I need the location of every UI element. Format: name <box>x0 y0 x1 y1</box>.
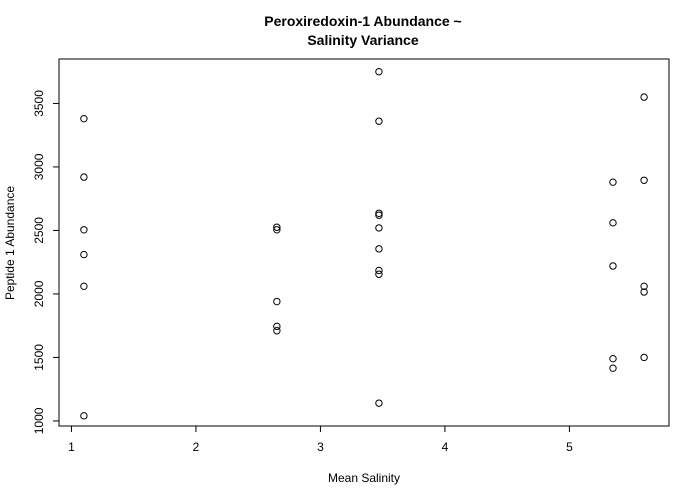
data-point <box>375 117 383 125</box>
x-axis: 1 2 3 4 5 <box>68 426 573 454</box>
chart-title-line-1: Peroxiredoxin-1 Abundance ~ <box>264 13 461 29</box>
data-point <box>273 297 281 306</box>
data-point <box>80 250 88 259</box>
data-point <box>375 209 383 217</box>
y-tick-label: 3000 <box>32 153 46 180</box>
data-point <box>80 226 88 234</box>
data-point <box>609 262 617 270</box>
data-point <box>375 67 383 76</box>
plot-frame <box>58 58 670 427</box>
y-tick-label: 1000 <box>32 407 46 434</box>
data-point <box>640 93 648 101</box>
data-point <box>80 282 88 291</box>
data-point <box>80 173 88 181</box>
data-point <box>609 178 617 186</box>
x-axis-label: Mean Salinity <box>328 471 400 485</box>
data-point <box>609 364 617 372</box>
data-point <box>640 288 648 296</box>
data-point <box>80 412 88 420</box>
y-tick-label: 1500 <box>32 344 46 371</box>
data-point <box>375 245 383 253</box>
data-point <box>273 226 281 234</box>
x-tick-label: 4 <box>442 440 449 454</box>
y-tick-label: 3500 <box>32 90 46 117</box>
x-tick-label: 3 <box>317 440 324 454</box>
data-point <box>375 224 383 232</box>
data-point <box>375 211 383 219</box>
data-point <box>375 399 383 407</box>
data-points <box>80 67 648 420</box>
data-point <box>640 282 648 291</box>
data-point <box>80 114 88 123</box>
data-point <box>640 353 648 362</box>
y-axis: 1000 1500 2000 2500 3000 3500 <box>32 90 59 434</box>
x-tick-label: 2 <box>193 440 200 454</box>
y-tick-label: 2000 <box>32 280 46 307</box>
data-point <box>640 176 648 184</box>
data-point <box>273 223 281 231</box>
x-tick-label: 1 <box>68 440 75 454</box>
data-point <box>375 266 383 275</box>
y-axis-label: Peptide 1 Abundance <box>3 186 17 300</box>
data-point <box>609 354 617 363</box>
y-tick-label: 2500 <box>32 217 46 244</box>
data-point <box>375 270 383 278</box>
chart-title-line-2: Salinity Variance <box>307 32 418 48</box>
data-point <box>273 322 281 331</box>
data-point <box>609 219 617 227</box>
data-point <box>273 327 281 335</box>
x-tick-label: 5 <box>566 440 573 454</box>
